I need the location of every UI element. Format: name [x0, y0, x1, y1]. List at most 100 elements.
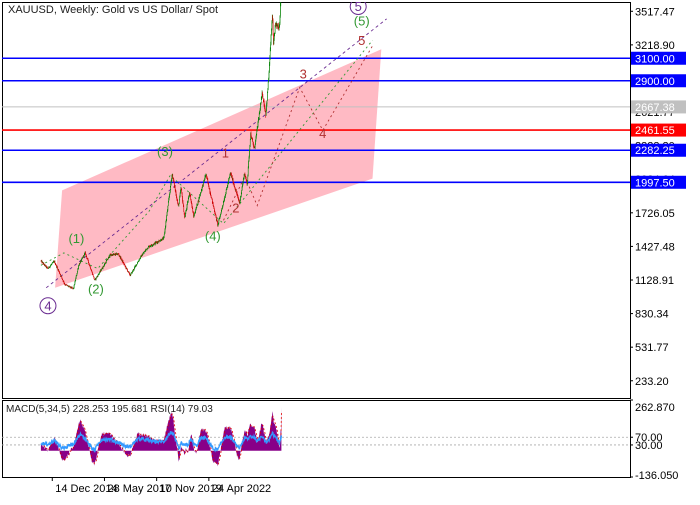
- candle-body: [227, 187, 228, 188]
- candle-body: [166, 216, 167, 220]
- wave-label-0: (1): [68, 231, 84, 246]
- wave-label-3: (4): [205, 229, 221, 244]
- level-badge-label: 1997.50: [635, 177, 675, 189]
- candle-body: [240, 197, 241, 201]
- candle-body: [179, 204, 180, 205]
- candle-body: [50, 266, 51, 267]
- candle-body: [167, 212, 168, 216]
- candle-body: [263, 96, 264, 99]
- y-tick-label: 3517.47: [635, 6, 675, 18]
- current-price-label: 2667.38: [635, 102, 675, 114]
- candle-body: [213, 203, 214, 206]
- candle-body: [182, 193, 183, 197]
- candle-body: [181, 190, 182, 193]
- candle-body: [247, 181, 248, 184]
- candle-body: [223, 203, 224, 205]
- candle-body: [90, 267, 91, 269]
- candle-body: [195, 210, 196, 212]
- candle-body: [184, 206, 185, 212]
- candle-body: [143, 254, 144, 255]
- candle-body: [267, 93, 268, 101]
- wave-label-11: 5: [358, 33, 365, 48]
- candle-body: [212, 198, 213, 199]
- candle-body: [164, 234, 165, 237]
- candle-body: [180, 193, 181, 196]
- candle-body: [168, 206, 169, 210]
- wave-label-10: 4: [319, 126, 326, 141]
- candle-body: [267, 101, 268, 104]
- candle-body: [94, 277, 95, 279]
- candle-body: [74, 285, 75, 288]
- candle-body: [209, 187, 210, 189]
- candle-body: [101, 270, 102, 271]
- wave-label-9: 3: [300, 67, 307, 82]
- candle-body: [76, 276, 77, 278]
- candle-body: [249, 150, 250, 157]
- ind-y-tick-label: 262.870: [635, 402, 675, 414]
- y-tick-label: 233.20: [635, 376, 669, 388]
- candle-body: [48, 268, 49, 269]
- level-badge-label: 2282.25: [635, 145, 675, 157]
- candle-body: [186, 211, 187, 214]
- candle-body: [253, 144, 254, 146]
- candle-body: [106, 261, 107, 263]
- candle-body: [271, 35, 272, 45]
- candle-body: [216, 215, 217, 217]
- level-badge-label: 3100.00: [635, 53, 675, 65]
- wave-label-7: 1: [222, 145, 229, 160]
- candle-body: [255, 144, 256, 147]
- wave-label-5: 4: [44, 298, 51, 313]
- candle-body: [244, 174, 245, 178]
- candle-body: [234, 185, 235, 186]
- candle-body: [268, 82, 269, 89]
- candle-body: [64, 281, 65, 283]
- candle-body: [261, 103, 262, 105]
- candle-body: [58, 270, 59, 271]
- wave-label-6: 5: [355, 0, 362, 14]
- candle-body: [208, 182, 209, 183]
- wave-label-1: (2): [88, 281, 104, 296]
- wave-label-4: (5): [354, 14, 370, 29]
- level-badge-label: 2900.00: [635, 76, 675, 88]
- y-tick-label: 830.34: [635, 309, 669, 321]
- y-tick-label: 1427.48: [635, 241, 675, 253]
- candle-body: [108, 259, 109, 260]
- candle-body: [106, 260, 107, 261]
- candle-body: [169, 194, 170, 197]
- x-tick-label: 24 Apr 2022: [212, 483, 271, 495]
- candle-body: [144, 252, 145, 253]
- candle-body: [168, 202, 169, 206]
- y-tick-label: 531.77: [635, 342, 669, 354]
- candle-body: [77, 271, 78, 273]
- wave-label-8: 2: [232, 200, 239, 215]
- candle-body: [224, 198, 225, 200]
- candle-body: [62, 277, 63, 278]
- candle-body: [269, 73, 270, 79]
- candle-body: [246, 177, 247, 179]
- y-tick-label: 3218.90: [635, 40, 675, 52]
- level-badge-label: 2461.55: [635, 125, 675, 137]
- candle-body: [62, 278, 63, 279]
- candle-body: [248, 161, 249, 167]
- candle-body: [119, 254, 120, 255]
- candle-body: [272, 22, 273, 29]
- candle-body: [88, 260, 89, 262]
- ind-y-tick-label: -136.050: [635, 470, 678, 482]
- y-tick-label: 1128.91: [635, 275, 674, 287]
- y-tick-label: 1726.05: [635, 208, 675, 220]
- candle-body: [179, 200, 180, 204]
- candle-body: [127, 270, 128, 272]
- wave-label-2: (3): [157, 144, 173, 159]
- candle-body: [236, 191, 237, 193]
- candle-body: [260, 105, 261, 110]
- chart-title: XAUUSD, Weekly: Gold vs US Dollar/ Spot: [8, 4, 218, 16]
- candle-body: [86, 255, 87, 257]
- candle-body: [162, 240, 163, 241]
- candle-body: [166, 222, 167, 226]
- candle-body: [188, 199, 189, 202]
- indicator-title: MACD(5,34,5) 228.253 195.681 RSI(14) 79.…: [6, 404, 213, 415]
- candle-body: [281, 0, 282, 3]
- candle-body: [185, 214, 186, 217]
